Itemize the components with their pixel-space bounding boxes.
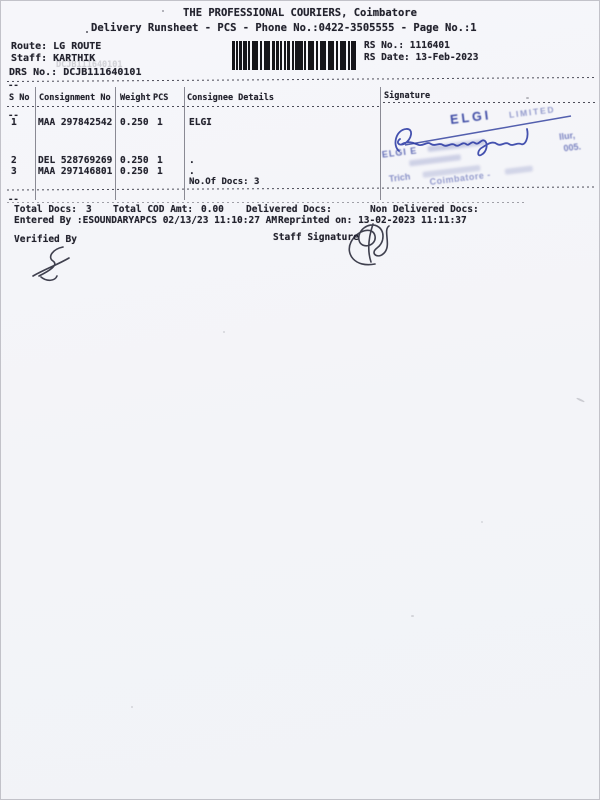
staff-field: Staff: KARTHIK xyxy=(11,53,95,65)
rs-date-value: 13-Feb-2023 xyxy=(415,52,479,63)
stamp-ink-smear xyxy=(504,165,534,175)
drs-value: DCJB111640101 xyxy=(63,67,142,78)
cell-consignee: . xyxy=(189,155,195,166)
cell-consignment: MAA 297146801 xyxy=(38,166,113,177)
col-header-signature: Signature xyxy=(384,91,431,101)
total-docs-value: 3 xyxy=(86,204,92,215)
total-cod-value: 0.00 xyxy=(201,204,224,215)
runsheet-barcode xyxy=(232,41,356,70)
scan-speck xyxy=(481,521,483,523)
dash-mark: -- xyxy=(8,111,19,121)
total-docs-label: Total Docs: xyxy=(14,204,77,215)
rs-date-field: RS Date: 13-Feb-2023 xyxy=(364,52,479,64)
cell-pcs: 1 xyxy=(157,166,163,177)
stamp-address-fragment: Trich xyxy=(388,171,411,185)
runsheet-subtitle: Delivery Runsheet - PCS - Phone No.:0422… xyxy=(91,22,477,34)
signature-header-underline xyxy=(383,102,595,104)
scan-speck xyxy=(86,31,88,33)
non-delivered-docs-label: Non Delivered Docs: xyxy=(370,204,479,215)
col-header-sno: S No xyxy=(9,93,30,103)
route-value: LG ROUTE xyxy=(53,41,102,52)
column-rule xyxy=(380,87,381,200)
cell-sno: 2 xyxy=(11,155,17,166)
staff-signature xyxy=(348,223,390,266)
drs-field: DRS No.: DCJB111640101 xyxy=(9,67,141,79)
col-header-consignee: Consignee Details xyxy=(187,93,274,103)
cell-consignee: . xyxy=(189,166,195,177)
table-bottom-divider xyxy=(7,186,595,191)
column-rule xyxy=(35,87,36,200)
rs-no-value: 1116401 xyxy=(409,40,450,51)
dash-mark: -- xyxy=(8,195,19,205)
col-header-consignment: Consignment No xyxy=(39,93,111,103)
cell-sno: 3 xyxy=(11,166,17,177)
verified-by-label: Verified By xyxy=(14,234,77,245)
stamp-strike-line xyxy=(404,115,572,146)
scan-speck xyxy=(162,10,164,12)
totals-divider xyxy=(7,202,527,204)
table-header-underline xyxy=(7,106,380,108)
column-rule xyxy=(184,87,185,200)
scan-speck xyxy=(131,706,133,708)
entered-by-line: Entered By :ESOUNDARYAPCS 02/13/23 11:10… xyxy=(14,215,278,226)
staff-label: Staff: xyxy=(11,53,48,64)
staff-signature-label: Staff Signature xyxy=(273,232,359,243)
col-header-pcs: PCS xyxy=(153,93,169,103)
scan-speck xyxy=(223,331,225,333)
docs-count-note: No.Of Docs: 3 xyxy=(189,177,260,187)
cell-weight: 0.250 xyxy=(120,117,149,128)
scan-speck xyxy=(411,615,414,617)
route-label: Route: xyxy=(11,41,48,52)
drs-ghost-print: DCJB111640101 xyxy=(56,60,123,70)
company-title: THE PROFESSIONAL COURIERS, Coimbatore xyxy=(183,7,417,19)
cell-pcs: 1 xyxy=(157,155,163,166)
rs-no-field: RS No.: 1116401 xyxy=(364,40,450,52)
cell-weight: 0.250 xyxy=(120,155,149,166)
verified-by-signature xyxy=(32,246,70,282)
cell-consignee: ELGI xyxy=(189,117,212,128)
rs-date-label: RS Date: xyxy=(364,52,410,63)
drs-label: DRS No.: xyxy=(9,67,58,78)
column-rule xyxy=(115,87,116,200)
cell-weight: 0.250 xyxy=(120,166,149,177)
col-header-weight: Weight xyxy=(120,93,151,103)
consignee-signature xyxy=(394,128,529,157)
total-cod-label: Total COD Amt: xyxy=(113,204,194,215)
cell-consignment: MAA 297842542 xyxy=(38,117,113,128)
reprinted-on-line: Reprinted on: 13-02-2023 11:11:37 xyxy=(278,215,467,226)
cell-consignment: DEL 528769269 xyxy=(38,155,113,166)
route-field: Route: LG ROUTE xyxy=(11,41,101,53)
cell-pcs: 1 xyxy=(157,117,163,128)
cell-sno: 1 xyxy=(11,117,17,128)
delivered-docs-label: Delivered Docs: xyxy=(246,204,332,215)
dash-mark: -- xyxy=(8,81,19,91)
staff-value: KARTHIK xyxy=(53,53,96,64)
rs-no-label: RS No.: xyxy=(364,40,405,51)
scan-speck xyxy=(575,397,586,403)
scan-speck xyxy=(526,97,529,99)
